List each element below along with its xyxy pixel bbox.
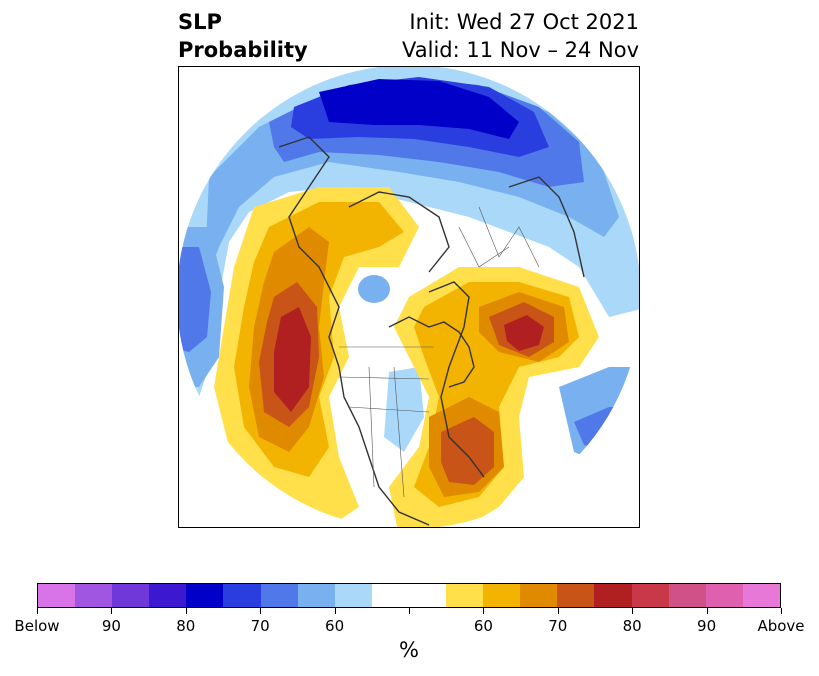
colorbar-segment [371,584,409,607]
map-dates: Init: Wed 27 Oct 2021 Valid: 11 Nov – 24… [402,8,639,64]
colorbar-segment [149,584,187,607]
above-normal-regions [214,187,599,527]
colorbar-segment [112,584,150,607]
colorbar-segment [260,584,298,607]
colorbar-segment [297,584,335,607]
colorbar-segment [408,584,447,607]
init-date: Init: Wed 27 Oct 2021 [409,10,639,34]
colorbar-tick-label: 90 [101,617,121,635]
colorbar-tick-label: 70 [250,617,270,635]
colorbar-tick-label: Below [14,617,60,635]
colorbar [37,583,781,608]
colorbar-tick [185,608,187,614]
colorbar-segment [742,584,780,607]
orange-80-atlantic [504,315,544,351]
colorbar-tick-label: 60 [325,617,345,635]
colorbar-segment [705,584,743,607]
colorbar-tick-label: 90 [697,617,717,635]
colorbar-segment [557,584,595,607]
orange-75-us-east [441,417,494,485]
colorbar-segment [38,584,76,607]
orange-80-pacific [274,307,311,412]
colorbar-segment [594,584,632,607]
colorbar-tick-label: Above [757,617,805,635]
title-variable: SLP [178,10,222,34]
map-canvas [179,67,639,527]
colorbar-tick [781,608,782,614]
colorbar-tick [706,608,708,614]
colorbar-tick [409,608,410,614]
map-title: SLP Probability [178,8,308,64]
probability-map [178,66,640,528]
blue-central-pocket [358,275,390,303]
blue-us-pocket [384,367,424,452]
colorbar-tick-label: 80 [622,617,642,635]
colorbar-tick-label: 60 [473,617,493,635]
colorbar-segment [483,584,521,607]
colorbar-segment [186,584,224,607]
blue-70-west [179,247,211,352]
colorbar-tick [334,608,336,614]
colorbar-segment [334,584,372,607]
country-borders [338,206,540,498]
coastlines [278,136,585,526]
colorbar-segment [75,584,113,607]
colorbar-segment [446,584,484,607]
colorbar-segment [520,584,558,607]
colorbar-tick [632,608,634,614]
colorbar-unit: % [399,638,419,662]
colorbar-tick-label: 80 [176,617,196,635]
colorbar-tick [557,608,559,614]
valid-range: Valid: 11 Nov – 24 Nov [402,38,639,62]
colorbar-tick [260,608,262,614]
title-field: Probability [178,38,308,62]
colorbar-tick-label: 70 [548,617,568,635]
colorbar-tick [37,608,38,614]
colorbar-segment [668,584,706,607]
colorbar-segment [631,584,669,607]
blue-80-north [319,79,519,139]
colorbar-tick [483,608,485,614]
colorbar-tick [111,608,113,614]
colorbar-segment [223,584,261,607]
